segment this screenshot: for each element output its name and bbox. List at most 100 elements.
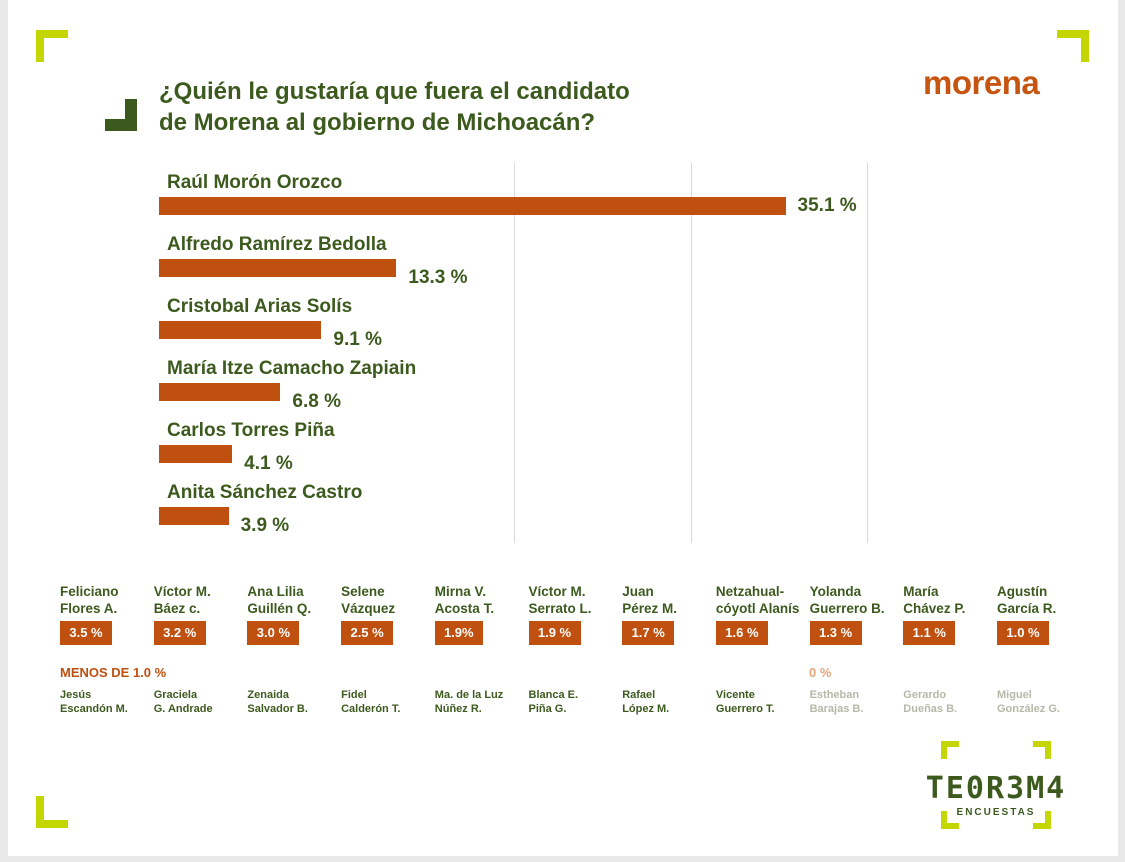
candidate-value-label: 9.1 % (333, 329, 383, 350)
candidate-value-label: 4.1 % (244, 453, 293, 474)
minor-candidate-name-line: Yolanda (809, 584, 862, 599)
candidate-bar (159, 383, 281, 401)
candidate-bar (159, 507, 229, 525)
candidate-value-label: 13.3 % (408, 267, 468, 288)
small-candidate-name-line: Graciela (153, 689, 198, 701)
menos-label: MENOS DE 1.0 % (60, 665, 167, 680)
logo-bracket (941, 741, 959, 759)
small-candidate-name-line: Piña G. (528, 703, 567, 715)
minor-candidate-value: 3.0 % (247, 621, 300, 645)
logo-bracket (1033, 811, 1051, 829)
teorema-logo: TE0R3M4 ENCUESTAS (901, 741, 1091, 831)
small-candidate-name-line: Calderón T. (341, 703, 401, 715)
morena-logo: morena (923, 64, 1040, 101)
minor-candidate-name-line: Agustín (997, 584, 1048, 599)
candidate-bar (159, 197, 786, 215)
small-candidate-name: Estheban Barajas B. (810, 688, 864, 716)
small-candidate-name-line: López M. (622, 703, 670, 715)
small-candidate-name: Zenaida Salvador B. (247, 688, 308, 716)
small-candidate-name-line: Miguel (997, 689, 1032, 701)
candidate-bar (159, 445, 233, 463)
small-candidate-name-line: Gerardo (903, 689, 947, 701)
minor-candidate-name-line: Flores A. (60, 601, 118, 616)
corner-bracket-top-right (1057, 30, 1089, 62)
minor-candidate-name-line: Chávez P. (903, 601, 966, 616)
logo-bracket (1033, 741, 1051, 759)
minor-candidate-name-line: María (903, 584, 939, 599)
small-candidate-name-line: Barajas B. (809, 703, 864, 715)
small-candidate-name-line: Estheban (809, 689, 860, 701)
candidate-name: Anita Sánchez Castro (167, 482, 363, 503)
candidate-name: Alfredo Ramírez Bedolla (167, 234, 387, 255)
minor-candidate-name-line: García R. (997, 601, 1057, 616)
corner-bracket-bottom-left (36, 796, 68, 828)
candidate-value-label: 35.1 % (797, 195, 857, 216)
small-candidate-name: Blanca E. Piña G. (529, 688, 579, 716)
small-candidate-name-line: Jesús (60, 689, 92, 701)
minor-candidate-value: 1.9 % (528, 621, 581, 645)
candidate-name: Cristobal Arias Solís (167, 296, 353, 317)
page-title: ¿Quién le gustaría que fuera el candidat… (159, 76, 759, 138)
grid-line (514, 163, 515, 543)
minor-candidate-value: 2.5 % (341, 621, 394, 645)
minor-candidate-value: 1.7 % (622, 621, 675, 645)
minor-candidate-name-line: Vázquez (341, 601, 396, 616)
minor-candidate-value: 1.0 % (997, 621, 1049, 645)
candidate-name: Carlos Torres Piña (167, 420, 335, 441)
minor-candidate-name-line: cóyotl Alanís (715, 601, 800, 616)
small-candidate-name-line: Zenaida (247, 689, 289, 701)
minor-candidate-name-line: Acosta T. (434, 601, 495, 616)
small-candidate-name: Rafael López M. (622, 688, 669, 716)
small-candidate-name-line: Guerrero T. (715, 703, 775, 715)
logo-bracket (941, 811, 959, 829)
minor-candidate-name: Netzahual-cóyotl Alanís (716, 583, 800, 617)
minor-candidate-name-line: Guillén Q. (247, 601, 312, 616)
small-candidate-name-line: González G. (997, 703, 1060, 715)
minor-candidate-name: Víctor M. Serrato L. (529, 583, 592, 617)
small-candidate-name-line: Salvador B. (247, 703, 308, 715)
minor-candidate-name-line: Feliciano (60, 584, 119, 599)
small-candidate-name-line: Ma. de la Luz (434, 689, 504, 701)
title-mark-icon (105, 99, 137, 131)
minor-candidate-name-line: Juan (622, 584, 654, 599)
title-line-1: ¿Quién le gustaría que fuera el candidat… (159, 78, 630, 105)
minor-candidate-name-line: Guerrero B. (809, 601, 885, 616)
minor-candidate-name: María Chávez P. (903, 583, 965, 617)
minor-candidate-name-line: Víctor M. (153, 584, 211, 599)
minor-candidate-name-line: Ana Lilia (247, 584, 304, 599)
minor-candidate-name-line: Netzahual- (715, 584, 785, 599)
minor-candidate-name: Yolanda Guerrero B. (810, 583, 885, 617)
small-candidate-name-line: Vicente (715, 689, 755, 701)
small-candidate-name: Gerardo Dueñas B. (903, 688, 957, 716)
minor-candidate-name-line: Víctor M. (528, 584, 586, 599)
bar-chart: Raúl Morón Orozco 35.1 % Alfredo Ramírez B… (8, 0, 1118, 560)
teorema-subtitle: ENCUESTAS (956, 807, 1036, 818)
candidate-bar (159, 259, 397, 277)
minor-candidate-name-line: Mirna V. (434, 584, 487, 599)
candidate-value-label: 3.9 % (240, 515, 290, 536)
corner-bracket-top-left (36, 30, 68, 62)
small-candidate-name: Ma. de la Luz Núñez R. (435, 688, 503, 716)
minor-candidate-name-line: Pérez M. (622, 601, 677, 616)
small-candidate-name: Fidel Calderón T. (341, 688, 400, 716)
minor-candidate-value: 3.5 % (60, 621, 112, 645)
small-candidate-name: Vicente Guerrero T. (716, 688, 775, 716)
small-candidate-name: Jesús Escandón M. (60, 688, 128, 716)
candidate-bar (159, 321, 322, 339)
minor-candidate-value: 1.1 % (903, 621, 956, 645)
minor-candidate-name: Víctor M. Báez c. (154, 583, 211, 617)
minor-candidate-value: 3.2 % (153, 621, 206, 645)
minor-candidate-name: Ana Lilia Guillén Q. (247, 583, 311, 617)
small-candidate-name-line: Dueñas B. (903, 703, 958, 715)
candidate-name: Raúl Morón Orozco (167, 172, 343, 193)
grid-line (867, 163, 868, 543)
minor-candidate-name-line: Selene (341, 584, 385, 599)
title-line-2: de Morena al gobierno de Michoacán? (159, 109, 596, 136)
minor-candidate-name: Juan Pérez M. (622, 583, 677, 617)
grid-line (691, 163, 692, 543)
small-candidate-name: Graciela G. Andrade (154, 688, 213, 716)
teorema-wordmark: TE0R3M4 (925, 771, 1067, 806)
minor-candidate-name-line: Báez c. (153, 601, 201, 616)
small-candidate-name-line: Núñez R. (434, 703, 482, 715)
minor-candidate-value: 1.6 % (715, 621, 768, 645)
